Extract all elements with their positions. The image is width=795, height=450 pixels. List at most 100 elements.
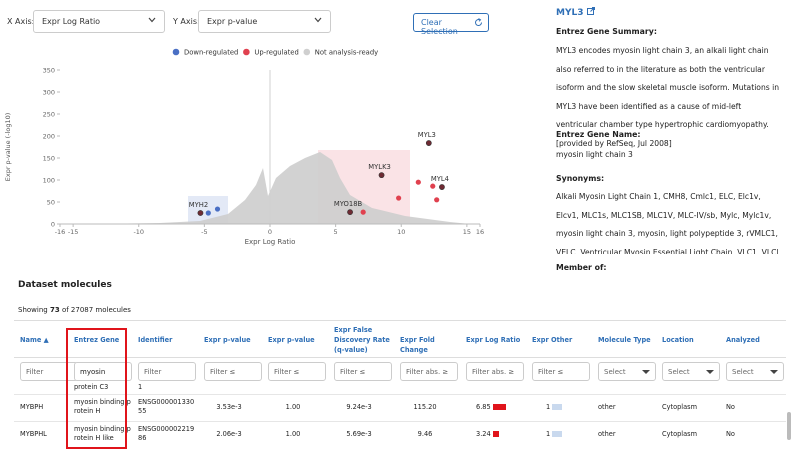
cell: MYBPHL: [20, 430, 47, 438]
point: [439, 184, 445, 190]
external-link-icon: [586, 7, 595, 15]
cell: MYBPH: [20, 403, 44, 411]
button-label: Clear Selection: [421, 18, 458, 36]
table-top-border: [14, 320, 786, 321]
row-border: [14, 394, 786, 395]
filter-input[interactable]: Filter ≤: [532, 362, 590, 381]
cell-value: 1: [546, 403, 551, 411]
highlight-box: [66, 328, 127, 449]
y-tick-label: 50: [47, 199, 55, 207]
scrollbar[interactable]: [787, 412, 791, 440]
select-filter[interactable]: Select: [726, 362, 784, 381]
legend-dot: [243, 48, 250, 56]
cell: 1: [546, 403, 596, 412]
showing-text: Showing 73 of 27087 molecules: [18, 306, 131, 314]
x-tick-label: -5: [201, 228, 207, 236]
table-title: Dataset molecules: [18, 280, 112, 290]
y-axis-title: Expr p-value (-log10): [4, 113, 12, 182]
x-tick-label: -10: [133, 228, 144, 236]
log-ratio-bar: [492, 431, 500, 437]
column-header: Expr Fold Change: [400, 336, 435, 354]
select-filter[interactable]: Select: [598, 362, 656, 381]
point: [197, 210, 204, 216]
other-bar: [552, 431, 563, 437]
cell: other: [598, 430, 616, 438]
filter-input[interactable]: Filter ≤: [268, 362, 326, 381]
x-axis-label: X Axis:: [7, 17, 35, 26]
filter-input[interactable]: myosin: [74, 362, 132, 381]
cell: protein C3: [74, 383, 109, 391]
x-tick-label: 15: [463, 228, 471, 236]
gene-name: myosin light chain 3: [556, 150, 633, 159]
point: [415, 179, 421, 185]
x-tick-label: -16: [55, 228, 66, 236]
refresh-icon: [475, 18, 483, 26]
clear-selection-button[interactable]: Clear Selection: [413, 13, 489, 36]
cell-value: 3.24: [476, 430, 491, 438]
y-axis-select[interactable]: Expr p-value: [198, 10, 331, 33]
showing-count: 73: [49, 306, 60, 314]
column-header: Analyzed: [726, 336, 760, 344]
summary-text: MYL3 encodes myosin light chain 3, an al…: [556, 46, 780, 148]
panel-fade: [545, 254, 795, 274]
filter-input[interactable]: Filter abs. ≥: [466, 362, 524, 381]
cell: other: [598, 403, 616, 411]
row-border: [14, 421, 786, 422]
column-header: Expr Log Ratio: [466, 336, 521, 344]
x-axis-select[interactable]: Expr Log Ratio: [33, 10, 165, 33]
cell: 1.00: [285, 430, 301, 438]
column-header: Molecule Type: [598, 336, 651, 344]
cell: Cytoplasm: [662, 403, 698, 411]
column-header: Identifier: [138, 336, 173, 344]
x-tick-label: 0: [268, 228, 272, 236]
x-tick-label: -15: [68, 228, 79, 236]
cell: No: [726, 403, 735, 411]
filter-input[interactable]: Filter ≤: [334, 362, 392, 381]
x-tick-label: 16: [476, 228, 484, 236]
cell: 5.69e-3: [346, 430, 372, 438]
y-tick-label: 150: [43, 155, 55, 163]
point: [425, 140, 432, 146]
cell: ENSG00000221986: [138, 425, 195, 442]
point: [214, 206, 221, 212]
cell: myosin binding protein H like: [74, 425, 131, 442]
filter-input[interactable]: Filter ≤: [204, 362, 262, 381]
y-tick-label: 300: [43, 89, 55, 97]
column-header: Name ▲: [20, 336, 49, 344]
other-bar: [552, 404, 563, 410]
y-axis-value: Expr p-value: [207, 17, 258, 26]
cell: 2.06e-3: [216, 430, 242, 438]
column-header: Expr p-value: [268, 336, 315, 344]
select-filter[interactable]: Select: [662, 362, 720, 381]
caret: [148, 17, 156, 23]
cell: 3.53e-3: [216, 403, 242, 411]
column-header: Expr p-value: [204, 336, 251, 344]
point-label: MYLK3: [368, 163, 391, 171]
gene-link[interactable]: MYL3: [556, 7, 595, 18]
caret: [770, 370, 778, 374]
filter-input[interactable]: Filter: [138, 362, 196, 381]
caret: [706, 370, 714, 374]
cell: 9.46: [417, 430, 433, 438]
caret: [314, 17, 322, 23]
y-axis-label: Y Axis:: [173, 17, 200, 26]
legend-label: Not analysis-ready: [315, 49, 378, 57]
column-header: Entrez Gene: [74, 336, 120, 344]
cell: 115.20: [413, 403, 437, 411]
volcano-plot: Expr p-value (-log10) Expr Log Ratio 0 50…: [4, 48, 484, 247]
y-tick-label: 200: [43, 133, 55, 141]
point: [434, 197, 440, 203]
x-axis-title: Expr Log Ratio: [245, 238, 296, 246]
y-tick-label: 350: [43, 67, 55, 75]
x-axis-value: Expr Log Ratio: [42, 17, 101, 26]
y-tick-label: 250: [43, 111, 55, 119]
cell-value: 1: [546, 430, 551, 438]
legend-dot: [172, 48, 180, 56]
showing-prefix: Showing: [18, 306, 48, 314]
cell: ENSG00000133055: [138, 398, 195, 415]
summary-heading: Entrez Gene Summary:: [556, 27, 657, 36]
filter-input[interactable]: Filter abs. ≥: [400, 362, 458, 381]
legend-dot: [303, 48, 311, 56]
cell: 1: [546, 430, 596, 439]
